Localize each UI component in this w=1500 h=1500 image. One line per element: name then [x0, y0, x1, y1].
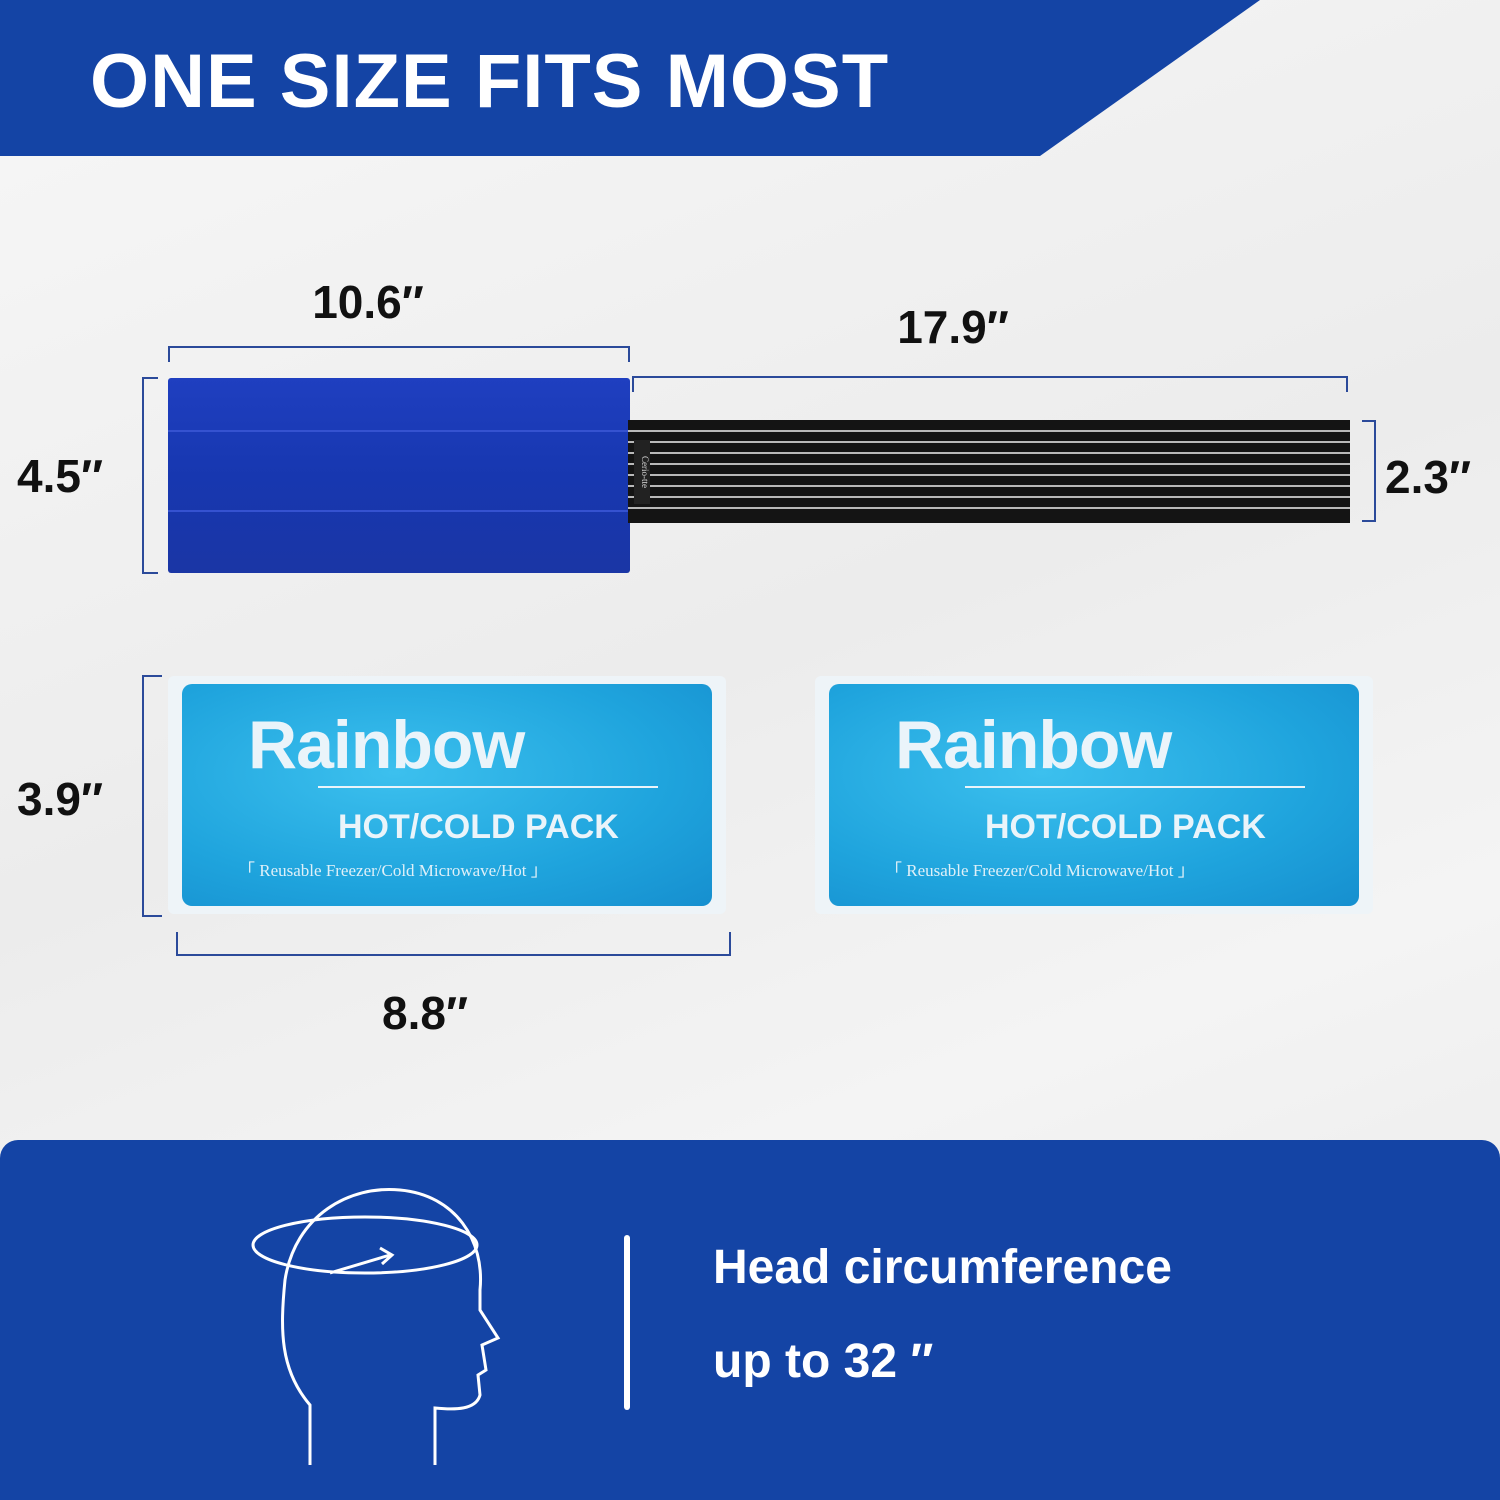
- bracket-tick: [142, 377, 158, 379]
- wrap-width-bracket: [168, 346, 630, 348]
- bracket-tick: [729, 932, 731, 956]
- gel-pack: Rainbow HOT/COLD PACK 「 Reusable Freezer…: [815, 676, 1373, 914]
- head-circumference-value: up to 32 ″: [713, 1335, 934, 1388]
- bracket-tick: [628, 346, 630, 362]
- bracket-tick: [142, 675, 162, 677]
- footer-panel: [0, 1140, 1500, 1500]
- wrap-seam: [168, 510, 630, 512]
- pack-subtitle: 「 Reusable Freezer/Cold Microwave/Hot 」: [238, 861, 548, 880]
- strap-length-bracket: [632, 376, 1348, 378]
- footer-divider: [624, 1235, 630, 1410]
- wrap-width-label: 10.6″: [312, 276, 424, 328]
- page-title: ONE SIZE FITS MOST: [90, 39, 890, 124]
- bracket-tick: [142, 915, 162, 917]
- strap-brand-tag: Cerio-tte: [634, 440, 650, 504]
- bracket-tick: [168, 346, 170, 362]
- pack-height-bracket: [142, 675, 144, 917]
- head-circumference-label: Head circumference: [713, 1241, 1172, 1294]
- wrap-height-label: 4.5″: [17, 450, 103, 502]
- blue-wrap: [168, 378, 630, 573]
- head-circumference-icon: [251, 1187, 501, 1465]
- pack-width-bracket: [176, 954, 731, 956]
- title-banner: [0, 0, 1260, 156]
- bracket-tick: [176, 932, 178, 956]
- gel: [182, 684, 712, 906]
- strap-length-label: 17.9″: [897, 301, 1009, 353]
- wrap-seam: [168, 430, 630, 432]
- strap-width-bracket: [1374, 420, 1376, 522]
- elastic-strap: Cerio-tte: [628, 420, 1350, 523]
- bracket-tick: [1346, 376, 1348, 392]
- pack-label: HOT/COLD PACK: [338, 808, 619, 846]
- pack-brand: Rainbow: [248, 707, 525, 783]
- strap-width-label: 2.3″: [1385, 451, 1471, 503]
- gel: [829, 684, 1359, 906]
- bracket-tick: [1362, 420, 1376, 422]
- pack-rule: [965, 786, 1305, 788]
- pack-subtitle: 「 Reusable Freezer/Cold Microwave/Hot 」: [885, 861, 1195, 880]
- pack-label: HOT/COLD PACK: [985, 808, 1266, 846]
- bracket-tick: [142, 572, 158, 574]
- pack-rule: [318, 786, 658, 788]
- pack-brand: Rainbow: [895, 707, 1172, 783]
- wrap-height-bracket: [142, 377, 144, 574]
- pack-height-label: 3.9″: [17, 773, 103, 825]
- gel-pack: Rainbow HOT/COLD PACK 「 Reusable Freezer…: [168, 676, 726, 914]
- bracket-tick: [1362, 520, 1376, 522]
- bracket-tick: [632, 376, 634, 392]
- pack-width-label: 8.8″: [382, 987, 468, 1039]
